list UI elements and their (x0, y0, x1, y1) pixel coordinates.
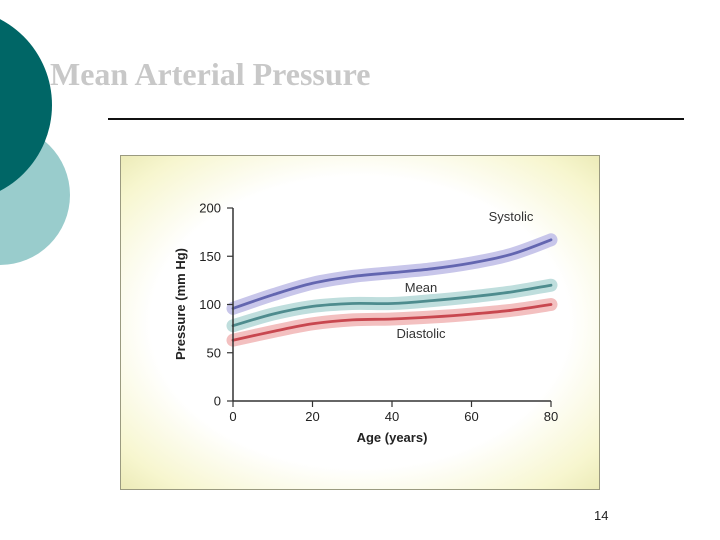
y-tick-label: 50 (207, 345, 221, 360)
y-tick-label: 0 (214, 394, 221, 409)
systolic-line (231, 238, 553, 310)
diastolic-series-label: Diastolic (396, 326, 446, 341)
mean-line (231, 283, 553, 328)
accent-circle-dark (0, 19, 52, 191)
x-tick-label: 40 (385, 409, 399, 424)
slide-title: Mean Arterial Pressure (50, 56, 371, 92)
x-axis-label: Age (years) (357, 430, 428, 445)
decorative-circles (0, 0, 90, 300)
x-tick-label: 20 (305, 409, 319, 424)
series-labels: Systolic Mean Diastolic (396, 209, 533, 341)
y-axis-label: Pressure (mm Hg) (173, 248, 188, 360)
x-tick-label: 80 (544, 409, 558, 424)
axis-ticks: 0 50 100 150 200 0 20 40 60 80 (199, 201, 558, 425)
x-tick-label: 60 (464, 409, 478, 424)
series-lines (231, 238, 553, 342)
chart-figure: 0 50 100 150 200 0 20 40 60 80 Systolic Mean Diasto… (120, 155, 600, 490)
title-divider (108, 118, 684, 120)
diastolic-line (231, 303, 553, 342)
x-tick-label: 0 (229, 409, 236, 424)
blood-pressure-chart: 0 50 100 150 200 0 20 40 60 80 Systolic Mean Diasto… (173, 201, 558, 446)
y-tick-label: 100 (199, 297, 221, 312)
y-tick-label: 200 (199, 201, 221, 216)
mean-series-label: Mean (405, 280, 438, 295)
systolic-series-label: Systolic (489, 209, 534, 224)
y-tick-label: 150 (199, 249, 221, 264)
page-number: 14 (594, 508, 609, 523)
confidence-bands (226, 233, 558, 347)
